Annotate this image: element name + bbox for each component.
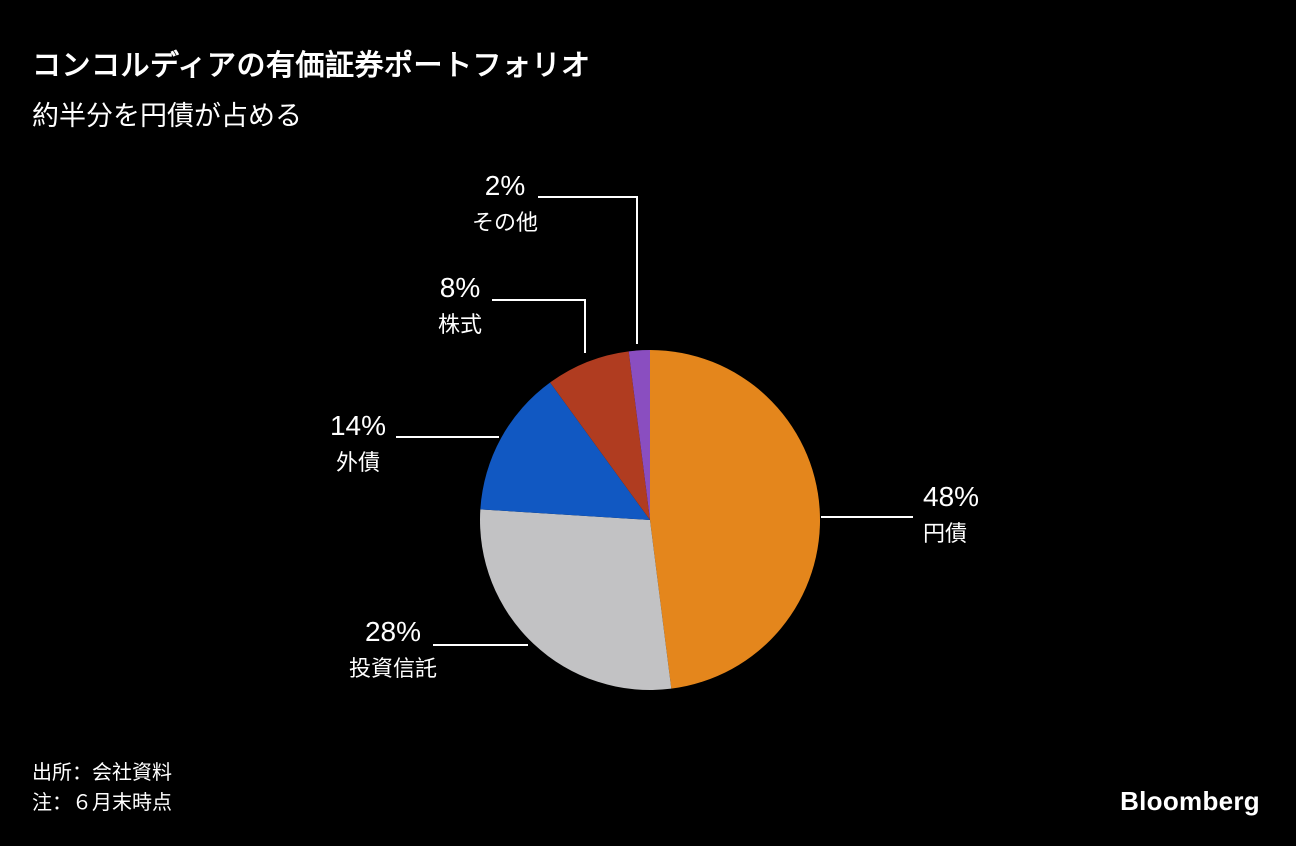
pie-slice-2: [480, 382, 650, 520]
pie-label-yen-bonds: 48% 円債: [923, 481, 979, 546]
pie-slice-0: [650, 350, 821, 689]
chart-title: コンコルディアの有価証券ポートフォリオ: [32, 50, 591, 82]
source-note: 出所：会社資料: [32, 762, 172, 784]
pie-slices: [480, 350, 821, 691]
pie-label-stocks-pct: 8%: [439, 272, 481, 303]
date-note: 注：６月末時点: [32, 792, 172, 814]
pie-label-other-name: その他: [471, 210, 539, 236]
pie-label-trusts-name: 投資信託: [348, 656, 438, 682]
pie-label-foreign-bonds-pct: 14%: [329, 410, 387, 441]
pie-label-foreign-bonds-name: 外債: [335, 450, 381, 476]
bloomberg-logo: Bloomberg: [1120, 786, 1260, 816]
chart-header: コンコルディアの有価証券ポートフォリオ 約半分を円債が占める: [32, 42, 590, 133]
pie-label-other: 2% その他: [472, 170, 538, 235]
pie-label-stocks-name: 株式: [437, 312, 483, 338]
pie-label-stocks: 8% 株式: [438, 272, 482, 337]
pie-label-trusts: 28% 投資信託: [349, 616, 437, 681]
leader-lines: [396, 196, 913, 646]
pie-label-other-pct: 2%: [484, 170, 526, 201]
leader-line-other: [538, 196, 638, 344]
pie-slice-4: [628, 350, 650, 520]
chart-footnotes: 出所：会社資料 注：６月末時点: [32, 758, 172, 818]
pie-slice-1: [480, 509, 672, 691]
pie-label-yen-bonds-pct: 48%: [923, 481, 980, 512]
chart-subtitle: 約半分を円債が占める: [32, 101, 302, 131]
pie-label-trusts-pct: 28%: [364, 616, 422, 647]
pie-slice-3: [550, 351, 650, 520]
leader-line-stocks: [492, 299, 586, 353]
pie-label-foreign-bonds: 14% 外債: [330, 410, 386, 475]
pie-label-yen-bonds-name: 円債: [923, 521, 968, 547]
